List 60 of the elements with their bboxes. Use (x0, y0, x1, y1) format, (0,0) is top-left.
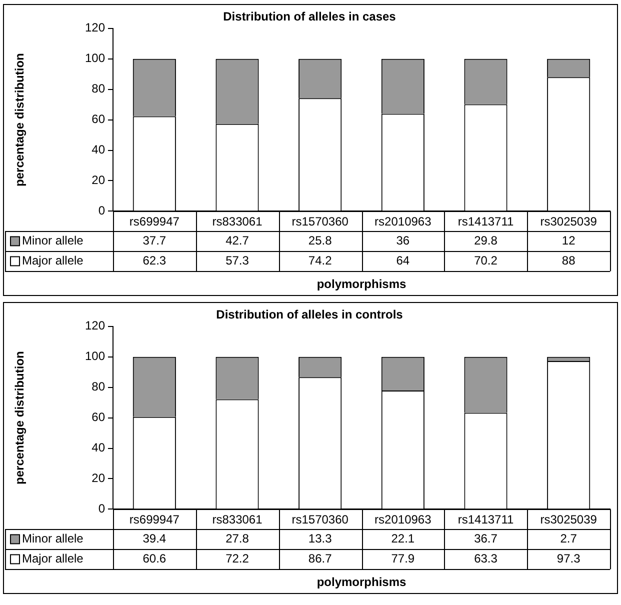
y-tick-label: 120 (84, 20, 106, 35)
data-label: 37.7 (142, 234, 166, 248)
data-label: 88 (562, 254, 576, 268)
data-label: 70.2 (474, 254, 498, 268)
chart-title: Distribution of alleles in controls (216, 308, 404, 322)
legend-label: Major allele (22, 254, 84, 268)
data-label: 29.8 (474, 234, 498, 248)
y-axis-title: percentage distribution (12, 53, 27, 186)
data-label: 27.8 (226, 532, 250, 546)
y-tick-label: 20 (92, 173, 106, 188)
x-tick-label: rs2010963 (374, 214, 432, 229)
data-label: 64 (396, 254, 410, 268)
x-tick-label: rs699947 (129, 512, 180, 527)
data-label: 74.2 (308, 254, 332, 268)
x-tick-label: rs1570360 (292, 512, 349, 527)
x-tick-label: rs699947 (129, 214, 180, 229)
y-tick-label: 80 (92, 82, 106, 96)
x-tick-label: rs1413711 (458, 214, 514, 229)
y-axis-title: percentage distribution (12, 351, 27, 484)
data-label: 36.7 (474, 532, 498, 546)
x-tick-label: rs1413711 (458, 512, 514, 527)
y-tick-label: 100 (84, 349, 106, 364)
data-label: 77.9 (391, 552, 415, 566)
data-label: 12 (562, 234, 576, 248)
data-label: 57.3 (226, 254, 250, 268)
data-label: 39.4 (142, 532, 166, 546)
data-label: 13.3 (308, 532, 332, 546)
y-tick-label: 20 (92, 471, 106, 486)
x-tick-label: rs3025039 (540, 512, 598, 527)
x-tick-label: rs833061 (212, 512, 263, 527)
y-tick-label: 0 (98, 204, 106, 218)
data-label: 25.8 (308, 234, 332, 248)
x-tick-label: rs833061 (212, 214, 263, 229)
x-axis-title: polymorphisms (316, 277, 406, 292)
legend-label: Minor allele (22, 234, 84, 248)
data-label: 60.6 (142, 552, 166, 566)
y-tick-label: 60 (92, 410, 106, 424)
data-label: 22.1 (391, 532, 415, 546)
chart-title: Distribution of alleles in cases (223, 10, 396, 24)
data-label: 72.2 (226, 552, 250, 566)
x-tick-label: rs3025039 (540, 214, 598, 229)
legend-label: Major allele (22, 552, 84, 566)
y-tick-label: 40 (92, 142, 106, 157)
y-tick-label: 120 (84, 318, 106, 333)
y-tick-label: 100 (84, 51, 106, 66)
data-label: 62.3 (142, 254, 166, 268)
data-label: 86.7 (308, 552, 332, 566)
y-tick-label: 0 (98, 502, 106, 516)
data-label: 36 (396, 234, 410, 248)
data-label: 42.7 (226, 234, 250, 248)
x-axis-title: polymorphisms (316, 575, 406, 590)
data-label: 97.3 (556, 552, 581, 566)
x-tick-label: rs1570360 (292, 214, 349, 229)
x-tick-label: rs2010963 (374, 512, 432, 527)
data-label: 63.3 (474, 552, 498, 566)
legend-label: Minor allele (22, 532, 84, 546)
y-tick-label: 40 (92, 440, 106, 455)
data-label: 2.7 (560, 532, 578, 546)
y-tick-label: 60 (92, 112, 106, 126)
y-tick-label: 80 (92, 380, 106, 394)
